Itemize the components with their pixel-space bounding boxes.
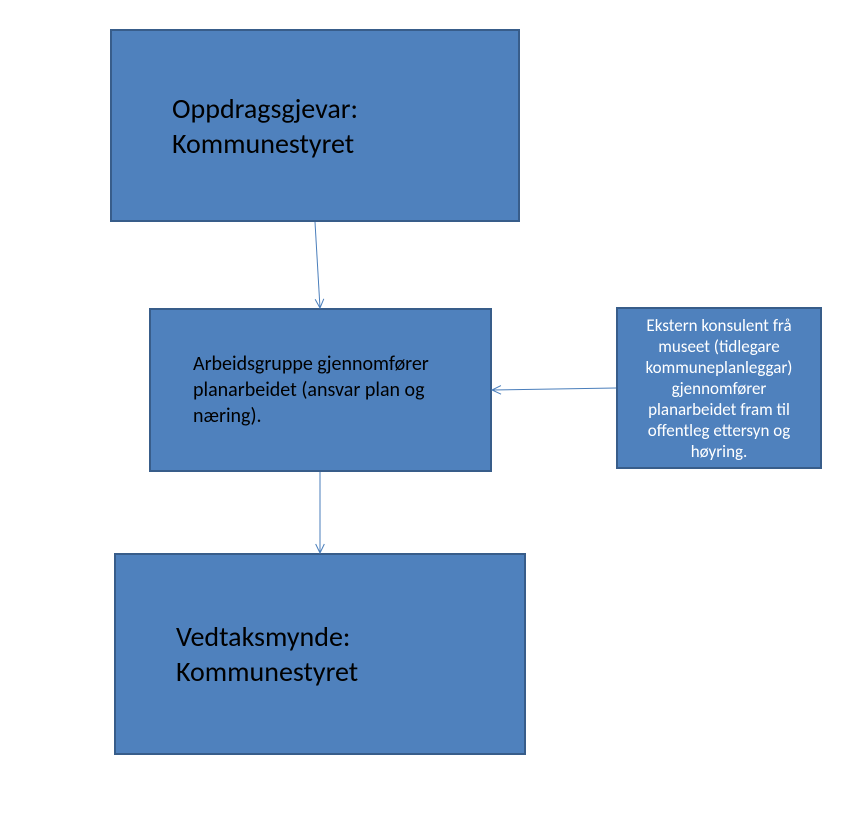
node-text-right: Ekstern konsulent frå museet (tidlegare …: [618, 315, 820, 462]
flowchart-node-middle: Arbeidsgruppe gjennomfører planarbeidet …: [149, 308, 492, 472]
node-bottom-line2: Kommunestyret: [176, 654, 358, 689]
arrow-middle-to-bottom: [308, 460, 332, 565]
node-text-top: Oppdragsgjevar: Kommunestyret: [112, 91, 378, 161]
node-bottom-line1: Vedtaksmynde:: [176, 619, 358, 654]
flowchart-node-bottom: Vedtaksmynde: Kommunestyret: [114, 553, 526, 755]
arrow-right-to-middle: [480, 376, 628, 402]
flowchart-node-top: Oppdragsgjevar: Kommunestyret: [110, 29, 520, 222]
arrow-top-to-middle: [303, 210, 332, 320]
node-text-middle: Arbeidsgruppe gjennomfører planarbeidet …: [151, 351, 490, 429]
node-top-line2: Kommunestyret: [172, 126, 358, 161]
node-top-line1: Oppdragsgjevar:: [172, 91, 358, 126]
flowchart-node-right: Ekstern konsulent frå museet (tidlegare …: [616, 307, 822, 469]
node-text-bottom: Vedtaksmynde: Kommunestyret: [116, 619, 378, 689]
